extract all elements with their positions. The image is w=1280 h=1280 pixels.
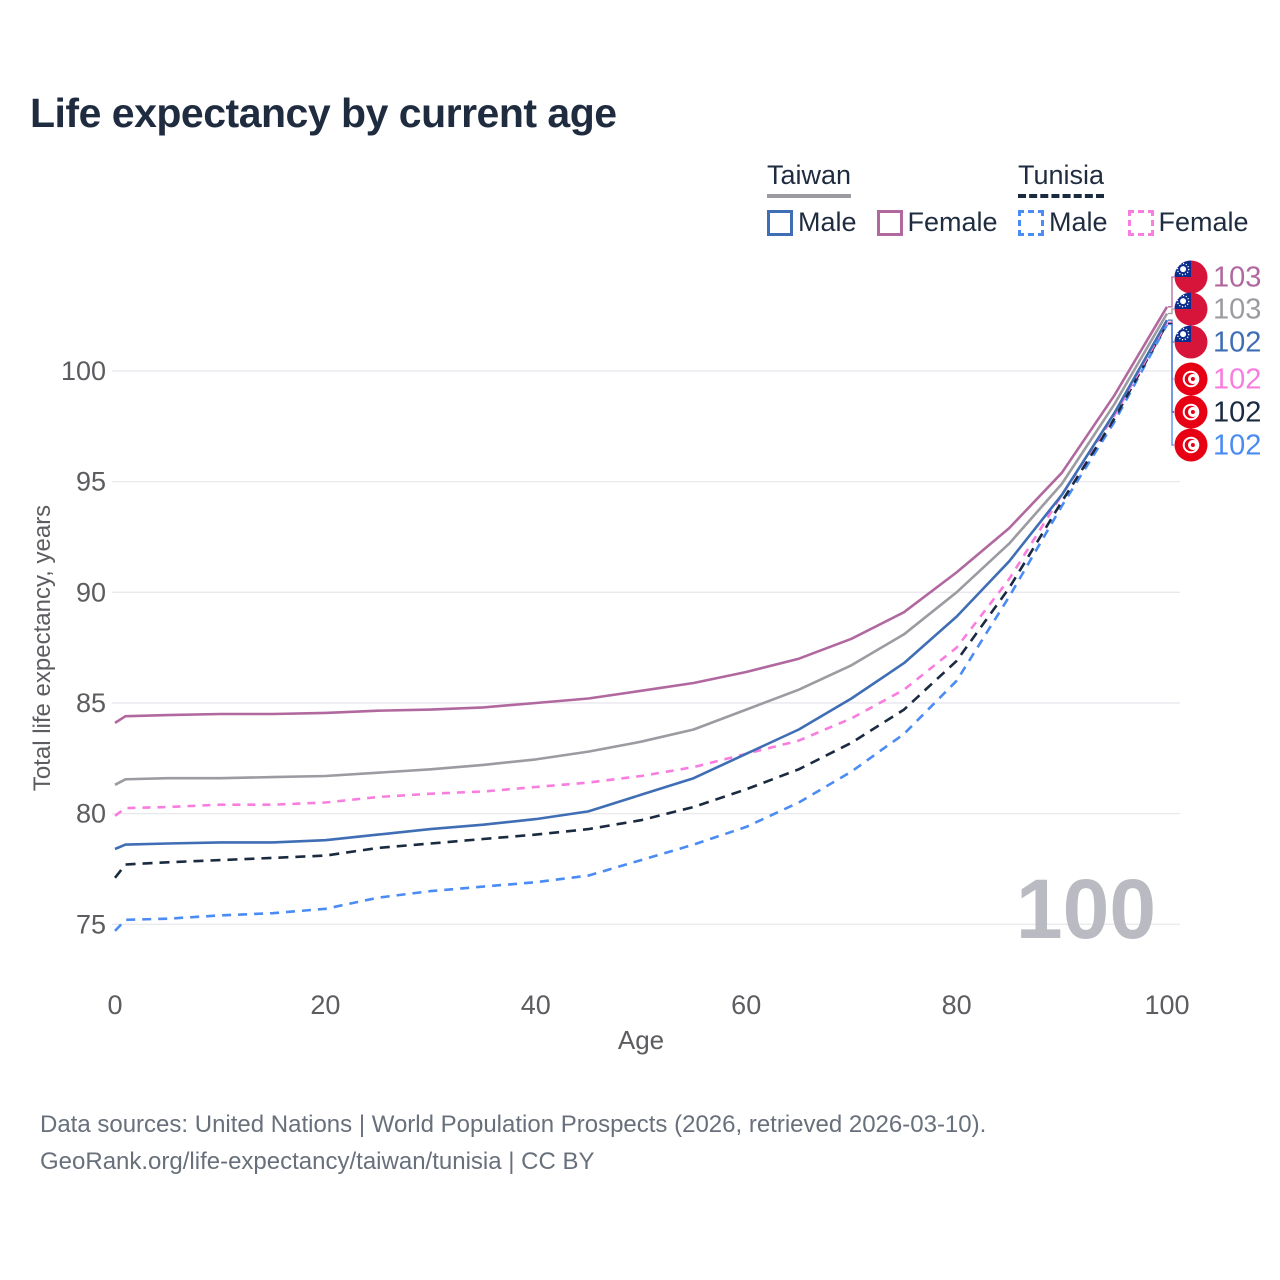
taiwan-flag-icon <box>1174 260 1208 294</box>
chart-title: Life expectancy by current age <box>30 90 617 136</box>
y-tick-label-90: 90 <box>76 577 106 607</box>
taiwan-female-swatch-icon <box>876 209 903 236</box>
end-value-taiwan-female: 103 <box>1213 262 1261 294</box>
end-label-leader <box>1168 323 1174 446</box>
legend-item-taiwan-female[interactable]: Female <box>876 207 998 238</box>
x-axis-title: Age <box>618 1025 664 1055</box>
legend-item-tunisia-female[interactable]: Female <box>1127 207 1249 238</box>
x-tick-label-100: 100 <box>1144 990 1189 1020</box>
legend-item-label: Male <box>798 207 857 237</box>
end-label-leader <box>1168 276 1174 308</box>
age-watermark: 100 <box>1016 862 1156 956</box>
taiwan-male-swatch-icon <box>767 209 793 236</box>
x-tick-label-60: 60 <box>731 990 761 1020</box>
end-value-taiwan-male: 102 <box>1213 327 1261 359</box>
y-axis-title: Total life expectancy, years <box>29 505 56 791</box>
taiwan-flag-icon <box>1174 325 1208 359</box>
end-label-leader <box>1168 322 1174 413</box>
legend-row-taiwan: Male Female <box>767 207 1018 238</box>
series-line-tunisia-male[interactable] <box>114 323 1169 932</box>
y-tick-label-95: 95 <box>76 467 106 497</box>
x-tick-label-0: 0 <box>107 990 122 1020</box>
series-line-taiwan-female[interactable] <box>114 306 1169 724</box>
chart-footer: Data sources: United Nations | World Pop… <box>40 1106 986 1180</box>
legend-item-tunisia-male[interactable]: Male <box>1018 207 1108 238</box>
x-tick-label-40: 40 <box>521 990 551 1020</box>
legend-group-tunisia: Tunisia Male Female <box>1018 160 1269 238</box>
tunisia-flag-icon <box>1174 362 1208 396</box>
tunisia-flag-icon <box>1174 428 1208 462</box>
legend-item-label: Female <box>907 207 998 237</box>
series-line-taiwan-male[interactable] <box>114 319 1169 851</box>
end-value-tunisia-both-sexes: 102 <box>1213 397 1261 429</box>
legend-item-label: Female <box>1158 207 1249 237</box>
end-label-leader <box>1168 308 1174 315</box>
series-line-taiwan-both-sexes[interactable] <box>114 312 1169 786</box>
end-value-taiwan-both-sexes: 103 <box>1213 294 1261 326</box>
end-value-tunisia-female: 102 <box>1213 364 1261 396</box>
y-tick-label-75: 75 <box>76 909 106 939</box>
y-tick-label-100: 100 <box>61 356 106 386</box>
taiwan-flag-icon <box>1174 292 1208 326</box>
legend-item-label: Male <box>1049 207 1108 237</box>
tunisia-female-swatch-icon <box>1127 209 1154 236</box>
y-tick-label-85: 85 <box>76 688 106 718</box>
tunisia-flag-icon <box>1174 395 1208 429</box>
data-sources-text: Data sources: United Nations | World Pop… <box>40 1111 987 1138</box>
legend-country-taiwan[interactable]: Taiwan <box>767 160 852 198</box>
legend-country-tunisia[interactable]: Tunisia <box>1018 160 1105 198</box>
legend-item-taiwan-male[interactable]: Male <box>767 207 857 238</box>
end-value-tunisia-male: 102 <box>1213 430 1261 462</box>
legend-row-tunisia: Male Female <box>1018 207 1269 238</box>
series-line-tunisia-both-sexes[interactable] <box>113 322 1169 879</box>
y-tick-label-80: 80 <box>76 799 106 829</box>
x-tick-label-80: 80 <box>942 990 972 1020</box>
attribution-text: GeoRank.org/life-expectancy/taiwan/tunis… <box>40 1148 595 1175</box>
legend-group-taiwan: Taiwan Male Female <box>767 160 1018 238</box>
tunisia-male-swatch-icon <box>1018 209 1044 236</box>
series-line-tunisia-female[interactable] <box>114 321 1169 817</box>
x-tick-label-20: 20 <box>310 990 340 1020</box>
